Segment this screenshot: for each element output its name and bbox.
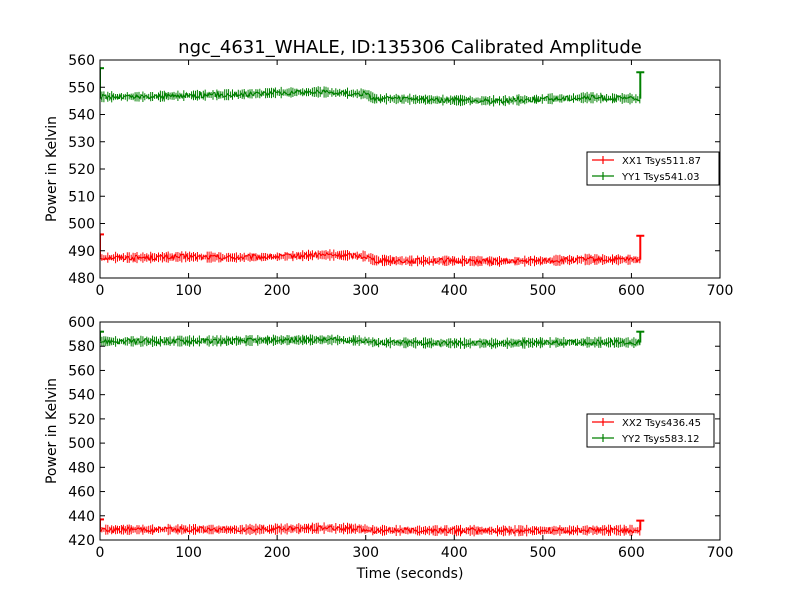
plot-frame: [99, 321, 721, 541]
y-tick-label: 490: [68, 244, 95, 260]
y-tick-label: 460: [68, 485, 95, 501]
x-tick-label: 600: [618, 545, 645, 561]
y-tick-label: 500: [68, 217, 95, 233]
y-axis-label: Power in Kelvin: [44, 378, 60, 484]
legend: XX2 Tsys436.45 YY2 Tsys583.12: [586, 413, 715, 448]
x-tick-label: 700: [707, 283, 734, 299]
legend-label: YY2 Tsys583.12: [621, 434, 700, 445]
y-tick-label: 550: [68, 80, 95, 96]
series-xx1: [100, 233, 645, 267]
legend-label: XX2 Tsys436.45: [622, 418, 701, 429]
series-error-bars: [100, 334, 641, 350]
x-tick-label: 300: [352, 545, 379, 561]
series-yy2: [100, 330, 645, 350]
y-tick-label: 500: [68, 436, 95, 452]
series-line: [100, 88, 641, 105]
legend-label: XX1 Tsys511.87: [622, 156, 701, 167]
x-tick-label: 500: [529, 545, 556, 561]
x-tick-label: 100: [175, 545, 202, 561]
series-line: [100, 524, 641, 535]
x-tick-label: 700: [707, 545, 734, 561]
series-error-bars: [100, 522, 641, 537]
y-tick-label: 420: [68, 533, 95, 549]
x-tick-label: 500: [529, 283, 556, 299]
y-tick-label: 480: [68, 460, 95, 476]
y-tick-label: 440: [68, 509, 95, 525]
series-error-bars: [100, 249, 641, 267]
legend-box: [586, 413, 715, 448]
x-tick-label: 600: [618, 283, 645, 299]
y-tick-label: 540: [68, 108, 95, 124]
x-tick-label: 400: [441, 545, 468, 561]
series-yy1: [100, 67, 645, 107]
series-line: [100, 250, 640, 266]
y-tick-label: 560: [68, 53, 95, 69]
x-tick-label: 300: [352, 283, 379, 299]
series-xx2: [100, 518, 645, 537]
y-axis-label: Power in Kelvin: [44, 116, 60, 222]
series-line: [100, 335, 641, 348]
y-tick-label: 600: [68, 315, 95, 331]
x-tick-label: 200: [264, 283, 291, 299]
x-tick-label: 0: [96, 283, 105, 299]
legend-box: [586, 151, 720, 186]
y-tick-label: 530: [68, 135, 95, 151]
x-tick-label: 100: [175, 283, 202, 299]
x-tick-label: 400: [441, 283, 468, 299]
y-tick-label: 480: [68, 271, 95, 287]
bottom-plot: 0 100 200 300 400 500 600 700 420 440 460 480 500 520…: [44, 315, 733, 561]
y-tick-label: 510: [68, 189, 95, 205]
x-axis-label: Time (seconds): [356, 566, 464, 582]
y-tick-label: 580: [68, 339, 95, 355]
y-tick-label: 560: [68, 363, 95, 379]
top-plot: 0 100 200 300 400 500 600 700 480 490 500 510 520 530…: [44, 53, 733, 299]
x-tick-label: 0: [96, 545, 105, 561]
y-tick-label: 520: [68, 412, 95, 428]
legend-label: YY1 Tsys541.03: [621, 172, 700, 183]
y-tick-label: 520: [68, 162, 95, 178]
x-tick-label: 200: [264, 545, 291, 561]
y-tick-label: 540: [68, 388, 95, 404]
series-error-bars: [100, 86, 641, 107]
legend: XX1 Tsys511.87 YY1 Tsys541.03: [586, 151, 720, 186]
chart-title: ngc_4631_WHALE, ID:135306 Calibrated Amp…: [178, 37, 642, 58]
